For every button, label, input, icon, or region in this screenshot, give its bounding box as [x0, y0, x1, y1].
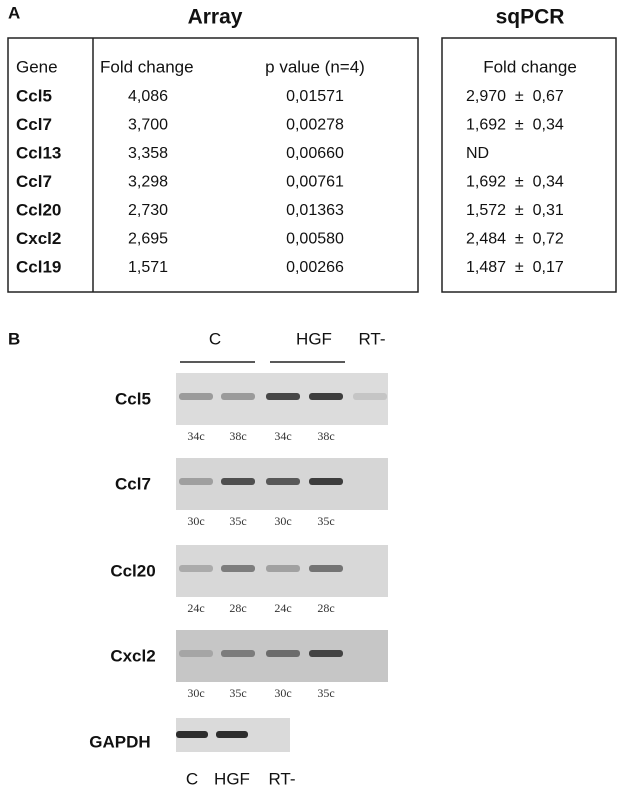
fold-change: 3,700: [128, 117, 168, 134]
column-header: Fold change: [483, 57, 577, 76]
cycle-label: 38c: [229, 429, 246, 443]
fold-change: 2,695: [128, 231, 168, 248]
gel-band: [309, 478, 343, 485]
sqpcr-value: ND: [466, 145, 489, 162]
sqpcr-value: 1,572 ± 0,31: [466, 202, 564, 219]
gene-label: Ccl7: [115, 474, 151, 493]
gene-name: Ccl20: [16, 200, 61, 219]
p-value: 0,01363: [286, 202, 344, 219]
fold-change: 1,571: [128, 259, 168, 276]
lane-label: C: [186, 769, 198, 788]
cycle-label: 28c: [317, 601, 334, 615]
sqpcr-value: 2,484 ± 0,72: [466, 231, 564, 248]
gel-band: [309, 393, 343, 400]
cycle-label: 30c: [187, 686, 204, 700]
gene-name: Ccl7: [16, 172, 52, 191]
sqpcr-box: [441, 37, 617, 293]
fold-change: 3,298: [128, 174, 168, 191]
column-header: Fold change: [100, 57, 194, 76]
panel-label: A: [8, 3, 20, 22]
sqpcr-value: 1,692 ± 0,34: [466, 174, 564, 191]
gene-name: Ccl7: [16, 115, 52, 134]
lane-label: HGF: [214, 769, 250, 788]
gene-name: Cxcl2: [16, 229, 61, 248]
fold-change: 4,086: [128, 88, 168, 105]
fold-change: 3,358: [128, 145, 168, 162]
gene-label: Ccl20: [110, 561, 155, 580]
gene-name: Ccl13: [16, 143, 61, 162]
cycle-label: 35c: [317, 514, 334, 528]
p-value: 0,00580: [286, 231, 344, 248]
p-value: 0,00278: [286, 117, 344, 134]
p-value: 0,01571: [286, 88, 344, 105]
sqpcr-value: 1,487 ± 0,17: [466, 259, 564, 276]
fold-change: 2,730: [128, 202, 168, 219]
p-value: 0,00660: [286, 145, 344, 162]
gel-band: [221, 650, 255, 657]
gel-band: [179, 565, 213, 572]
group-label: HGF: [296, 329, 332, 348]
sqpcr-value: 1,692 ± 0,34: [466, 117, 564, 134]
gene-label: Cxcl2: [110, 646, 155, 665]
cycle-label: 28c: [229, 601, 246, 615]
cycle-label: 24c: [274, 601, 291, 615]
cycle-label: 35c: [229, 514, 246, 528]
cycle-label: 35c: [317, 686, 334, 700]
gene-label: GAPDH: [89, 732, 150, 751]
cycle-label: 30c: [274, 686, 291, 700]
group-label: RT-: [358, 329, 385, 348]
gel-band: [179, 650, 213, 657]
gene-name: Ccl5: [16, 86, 52, 105]
gel-band: [221, 478, 255, 485]
gel-band: [221, 393, 255, 400]
cycle-label: 30c: [274, 514, 291, 528]
column-header: p value (n=4): [265, 57, 365, 76]
gel-band: [216, 731, 248, 738]
panel-label: B: [8, 329, 20, 348]
gene-label: Ccl5: [115, 389, 151, 408]
cycle-label: 24c: [187, 601, 204, 615]
gel-band: [179, 393, 213, 400]
sqpcr-title: sqPCR: [496, 6, 565, 29]
cycle-label: 30c: [187, 514, 204, 528]
cycle-label: 34c: [274, 429, 291, 443]
gel-band: [176, 731, 208, 738]
gel-band: [221, 565, 255, 572]
gel-band: [266, 478, 300, 485]
p-value: 0,00761: [286, 174, 344, 191]
lane-label: RT-: [268, 769, 295, 788]
gel-band: [309, 650, 343, 657]
cycle-label: 38c: [317, 429, 334, 443]
gel-band: [266, 393, 300, 400]
group-label: C: [209, 329, 221, 348]
cycle-label: 35c: [229, 686, 246, 700]
array-box: [7, 37, 419, 293]
sqpcr-value: 2,970 ± 0,67: [466, 88, 564, 105]
gel-band: [309, 565, 343, 572]
gel-band: [353, 393, 387, 400]
gel-image: [176, 545, 388, 597]
gel-band: [266, 650, 300, 657]
array-title: Array: [188, 6, 243, 29]
column-header: Gene: [16, 57, 58, 76]
p-value: 0,00266: [286, 259, 344, 276]
gel-band: [179, 478, 213, 485]
gene-name: Ccl19: [16, 257, 61, 276]
gel-band: [266, 565, 300, 572]
cycle-label: 34c: [187, 429, 204, 443]
